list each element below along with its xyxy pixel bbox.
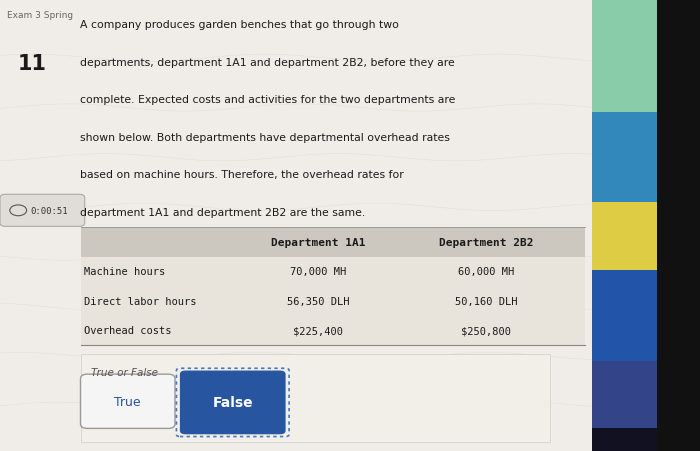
Bar bbox=[657, 0, 700, 451]
FancyBboxPatch shape bbox=[0, 195, 85, 227]
Bar bbox=[592, 0, 700, 451]
Text: Department 1A1: Department 1A1 bbox=[272, 237, 365, 248]
Text: department 1A1 and department 2B2 are the same.: department 1A1 and department 2B2 are th… bbox=[80, 207, 365, 217]
Text: Machine hours: Machine hours bbox=[84, 267, 165, 277]
Text: A company produces garden benches that go through two: A company produces garden benches that g… bbox=[80, 20, 400, 30]
Bar bbox=[80, 228, 584, 257]
Bar bbox=[592, 113, 700, 203]
Bar bbox=[592, 361, 700, 428]
FancyBboxPatch shape bbox=[80, 374, 175, 428]
Bar bbox=[80, 354, 550, 442]
FancyBboxPatch shape bbox=[180, 371, 286, 434]
Text: True or False: True or False bbox=[91, 368, 158, 377]
Text: 0:00:51: 0:00:51 bbox=[30, 207, 68, 215]
Text: 60,000 MH: 60,000 MH bbox=[458, 267, 514, 277]
Text: 70,000 MH: 70,000 MH bbox=[290, 267, 346, 277]
Text: 50,160 DLH: 50,160 DLH bbox=[455, 296, 518, 306]
Bar bbox=[592, 203, 700, 271]
Text: $250,800: $250,800 bbox=[461, 325, 512, 336]
Text: based on machine hours. Therefore, the overhead rates for: based on machine hours. Therefore, the o… bbox=[80, 170, 405, 180]
Text: 11: 11 bbox=[18, 54, 46, 74]
Text: complete. Expected costs and activities for the two departments are: complete. Expected costs and activities … bbox=[80, 95, 456, 105]
Bar bbox=[80, 316, 584, 345]
Bar bbox=[80, 257, 584, 286]
Text: False: False bbox=[212, 396, 253, 410]
Text: Exam 3 Spring: Exam 3 Spring bbox=[7, 11, 73, 20]
Text: 56,350 DLH: 56,350 DLH bbox=[287, 296, 350, 306]
Text: Direct labor hours: Direct labor hours bbox=[84, 296, 197, 306]
Text: shown below. Both departments have departmental overhead rates: shown below. Both departments have depar… bbox=[80, 133, 450, 143]
Text: Department 2B2: Department 2B2 bbox=[440, 237, 533, 248]
Text: Overhead costs: Overhead costs bbox=[84, 325, 172, 336]
Text: $225,400: $225,400 bbox=[293, 325, 344, 336]
Text: True: True bbox=[114, 395, 141, 408]
Bar bbox=[592, 271, 700, 361]
Bar bbox=[592, 0, 700, 113]
Text: departments, department 1A1 and department 2B2, before they are: departments, department 1A1 and departme… bbox=[80, 58, 455, 68]
Bar bbox=[0, 0, 592, 451]
Bar bbox=[80, 286, 584, 316]
